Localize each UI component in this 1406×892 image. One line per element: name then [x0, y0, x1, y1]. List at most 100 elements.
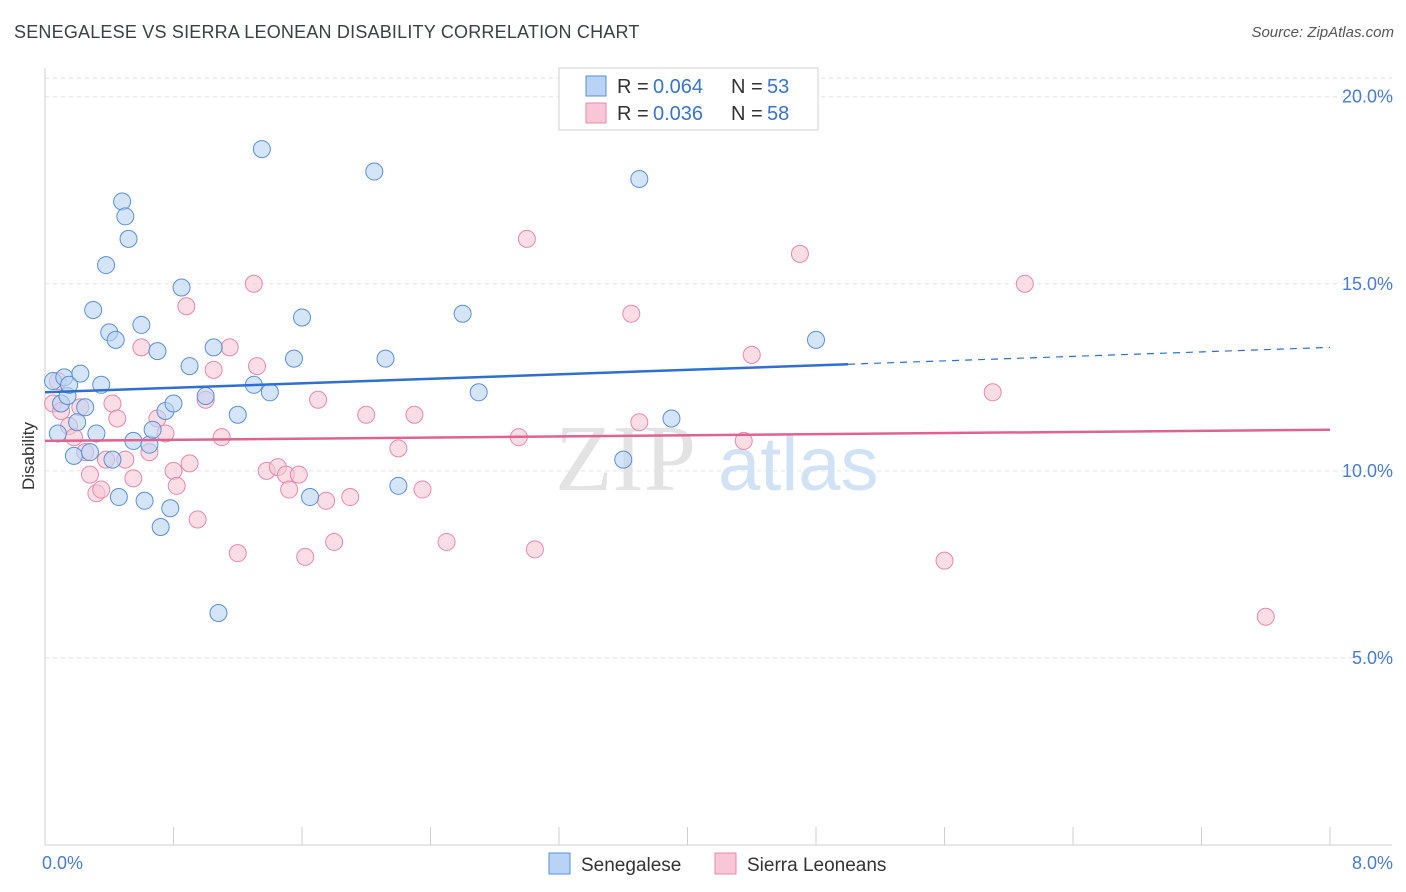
sierra-point-54	[935, 551, 954, 570]
senegalese-point-10	[80, 443, 99, 462]
senegalese-points	[44, 140, 825, 623]
senegalese-point-43	[376, 349, 395, 368]
senegalese-point-7	[68, 413, 87, 432]
senegalese-point-46	[469, 383, 488, 402]
x-tick-label-1: 8.0%	[1352, 853, 1393, 873]
sierra-point-20	[167, 476, 186, 495]
senegalese-point-47	[614, 450, 633, 469]
senegalese-point-19	[113, 192, 132, 211]
senegalese-trend-extension	[848, 346, 1331, 365]
senegalese-point-50	[807, 330, 825, 349]
senegalese-point-52	[180, 357, 199, 376]
senegalese-point-35	[209, 604, 228, 623]
senegalese-point-20	[116, 207, 135, 226]
sierra-point-29	[244, 274, 263, 293]
sierra-point-40	[341, 488, 360, 507]
sierra-point-37	[309, 390, 328, 409]
senegalese-point-12	[87, 424, 106, 443]
sierra-point-4	[64, 428, 83, 447]
sierra-point-34	[280, 480, 299, 499]
sierra-point-36	[296, 547, 315, 566]
senegalese-point-30	[161, 499, 180, 518]
senegalese-point-39	[260, 383, 279, 402]
bottom-legend-swatch-sierra	[714, 852, 737, 875]
sierra-point-39	[325, 532, 344, 551]
senegalese-point-17	[106, 330, 125, 349]
senegalese-point-9	[76, 398, 95, 417]
x-tick-labels: 0.0% 8.0%	[42, 853, 1393, 873]
bottom-legend-sierra: Sierra Leoneans	[747, 855, 886, 876]
senegalese-point-8	[71, 364, 90, 383]
sierra-point-51	[734, 431, 753, 450]
sierra-point-22	[180, 454, 199, 473]
legend-n-value-1: 53	[767, 76, 789, 98]
senegalese-point-40	[284, 349, 303, 368]
y-axis-label: Disability	[19, 421, 38, 490]
sierra-point-26	[212, 428, 231, 447]
senegalese-point-11	[84, 300, 103, 319]
sierra-point-57	[1256, 607, 1275, 626]
sierra-point-28	[228, 544, 247, 563]
bottom-legend: Senegalese Sierra Leoneans	[548, 852, 886, 876]
senegalese-point-24	[135, 491, 154, 510]
senegalese-point-18	[109, 488, 128, 507]
senegalese-point-16	[103, 450, 122, 469]
y-tick-label-3: 20.0%	[1342, 87, 1393, 107]
senegalese-point-5	[60, 375, 79, 394]
sierra-point-25	[204, 360, 223, 379]
chart-title: SENEGALESE VS SIERRA LEONEAN DISABILITY …	[14, 22, 640, 42]
sierra-point-47	[517, 229, 536, 248]
sierra-point-53	[790, 244, 809, 263]
senegalese-point-49	[662, 409, 681, 428]
senegalese-point-32	[172, 278, 191, 297]
legend-swatch-sierra	[585, 102, 607, 124]
sierra-point-56	[1015, 274, 1034, 293]
senegalese-point-38	[252, 140, 271, 159]
axes	[44, 68, 1392, 846]
trend-lines	[44, 346, 1331, 443]
sierra-point-19	[164, 461, 183, 480]
sierra-point-43	[405, 405, 424, 424]
sierra-point-21	[177, 297, 196, 316]
senegalese-point-27	[148, 342, 167, 361]
senegalese-point-48	[630, 170, 649, 189]
y-tick-label-2: 15.0%	[1342, 274, 1393, 294]
sierra-point-49	[622, 304, 641, 323]
senegalese-point-28	[151, 517, 170, 536]
legend-r-label-2: R =	[617, 103, 649, 125]
sierra-point-48	[525, 540, 544, 559]
sierra-point-14	[124, 469, 143, 488]
senegalese-point-6	[64, 446, 83, 465]
legend-r-label-1: R =	[617, 76, 649, 98]
sierra-point-55	[983, 383, 1002, 402]
sierra-point-50	[630, 413, 649, 432]
senegalese-point-51	[365, 162, 384, 181]
senegalese-point-1	[48, 424, 67, 443]
senegalese-point-34	[204, 338, 223, 357]
sierra-point-23	[188, 510, 207, 529]
y-tick-labels: 5.0% 10.0% 15.0% 20.0%	[1342, 87, 1393, 668]
sierra-point-15	[132, 338, 151, 357]
senegalese-point-23	[132, 315, 151, 334]
source-label: Source: ZipAtlas.com	[1251, 24, 1394, 41]
senegalese-point-26	[143, 420, 162, 439]
senegalese-point-33	[196, 387, 215, 406]
legend-swatch-senegalese	[585, 75, 607, 97]
senegalese-point-31	[164, 394, 183, 413]
legend-n-value-2: 58	[767, 103, 789, 125]
sierra-point-41	[357, 405, 376, 424]
y-tick-label-0: 5.0%	[1352, 648, 1393, 668]
bottom-legend-swatch-senegalese	[548, 852, 571, 875]
senegalese-point-14	[97, 256, 116, 275]
sierra-point-11	[103, 394, 122, 413]
sierra-point-9	[92, 480, 111, 499]
sierra-point-30	[248, 357, 267, 376]
bottom-legend-senegalese: Senegalese	[581, 855, 681, 876]
legend: R = 0.064 N = 53 R = 0.036 N = 58	[558, 67, 819, 131]
senegalese-trend-line	[44, 362, 849, 394]
sierra-point-42	[389, 439, 408, 458]
senegalese-point-36	[228, 405, 247, 424]
sierra-point-7	[80, 465, 99, 484]
senegalese-point-45	[453, 304, 472, 323]
senegalese-point-44	[389, 476, 408, 495]
